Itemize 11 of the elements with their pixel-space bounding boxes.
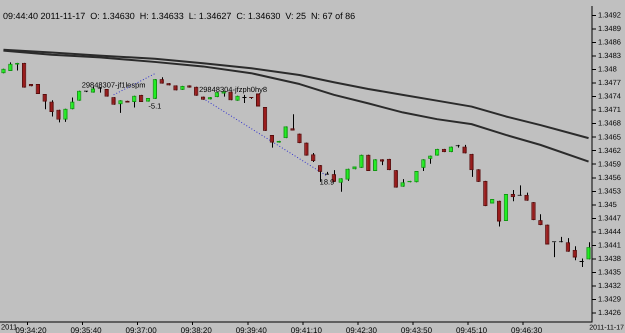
x-tick-label: 09:38:20 [180,326,212,333]
text: 09:44:40 2011-11-17 O: 1.34630 H: 1.34633 L: 1.34627 C: 1.34630 V: 25 N: 67 of 86 [3,10,356,21]
x-tick-label: 09:43:50 [400,326,433,333]
x-tick-label: 09:37:00 [126,326,158,333]
x-tick-label: 09:46:30 [511,326,543,333]
x-tick-label: 09:41:10 [290,326,322,333]
x-tick-label: 09:42:30 [346,326,378,333]
x-tick-label: 09:39:40 [236,326,268,333]
x-tick-label: 09:35:40 [70,326,102,333]
x-tick-label: 09:34:20 [15,326,48,333]
x-tick-label: 09:45:10 [456,326,488,333]
